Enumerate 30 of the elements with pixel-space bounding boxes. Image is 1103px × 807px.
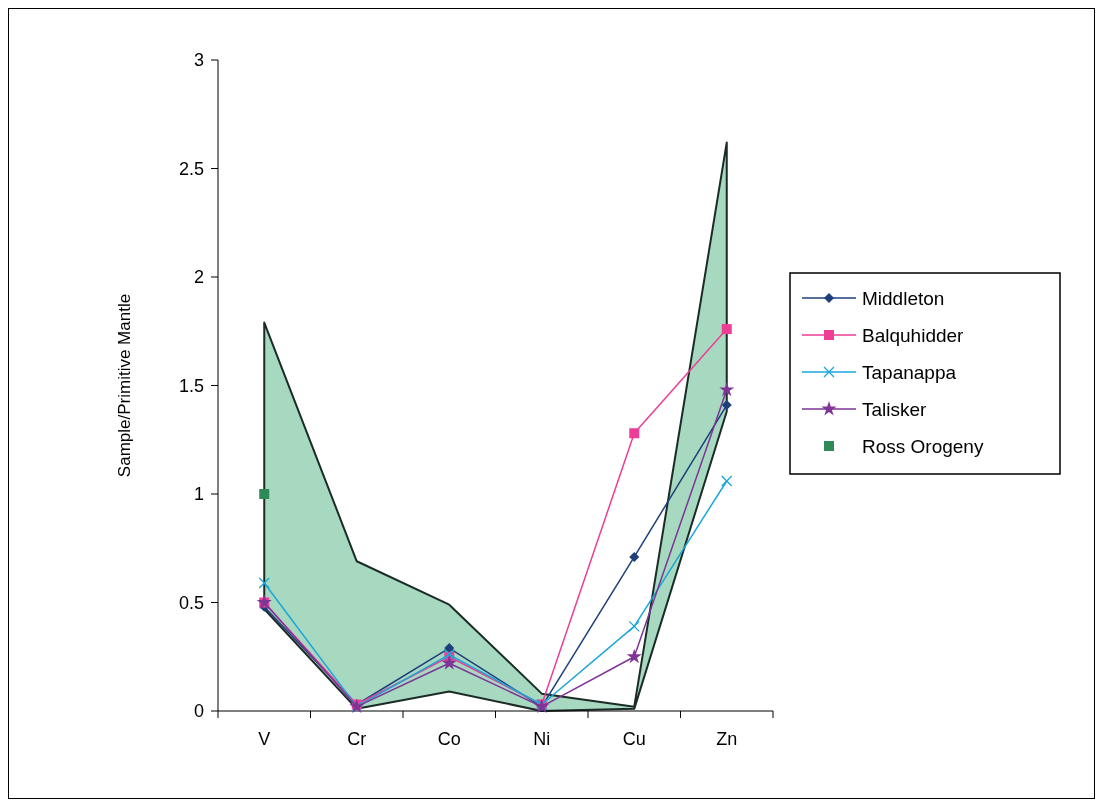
legend-label: Middleton	[862, 287, 945, 309]
point	[441, 655, 457, 670]
y-tick-label: 2	[193, 267, 204, 288]
y-tick-label: 0.5	[178, 592, 204, 613]
point	[721, 324, 732, 335]
point	[258, 577, 270, 589]
x-tick-label: Zn	[716, 729, 738, 749]
y-tick-label: 1	[193, 484, 204, 505]
x-tick-label: Cr	[347, 729, 367, 749]
y-tick-label: 2.5	[178, 158, 204, 179]
y-tick-label: 0	[193, 701, 204, 722]
x-tick-label: Cu	[622, 729, 646, 749]
legend-label: Tapanappa	[862, 361, 957, 383]
point	[721, 400, 732, 411]
point	[626, 648, 642, 664]
legend-label: Ross Orogeny	[862, 435, 984, 457]
y-tick-label: 3	[193, 50, 204, 71]
point	[629, 428, 640, 439]
y-tick-label: 1.5	[178, 375, 204, 396]
x-tick-label: V	[258, 729, 271, 749]
legend-label: Talisker	[862, 398, 928, 420]
y-axis-title: Sample/Primitive Mantle	[115, 293, 134, 478]
point	[719, 381, 735, 397]
x-tick-label: Co	[437, 729, 461, 749]
point	[629, 551, 640, 562]
point	[721, 475, 733, 487]
point	[259, 489, 270, 499]
legend-label: Balquhidder	[862, 324, 965, 346]
point	[628, 620, 640, 633]
x-tick-label: Ni	[533, 729, 551, 749]
